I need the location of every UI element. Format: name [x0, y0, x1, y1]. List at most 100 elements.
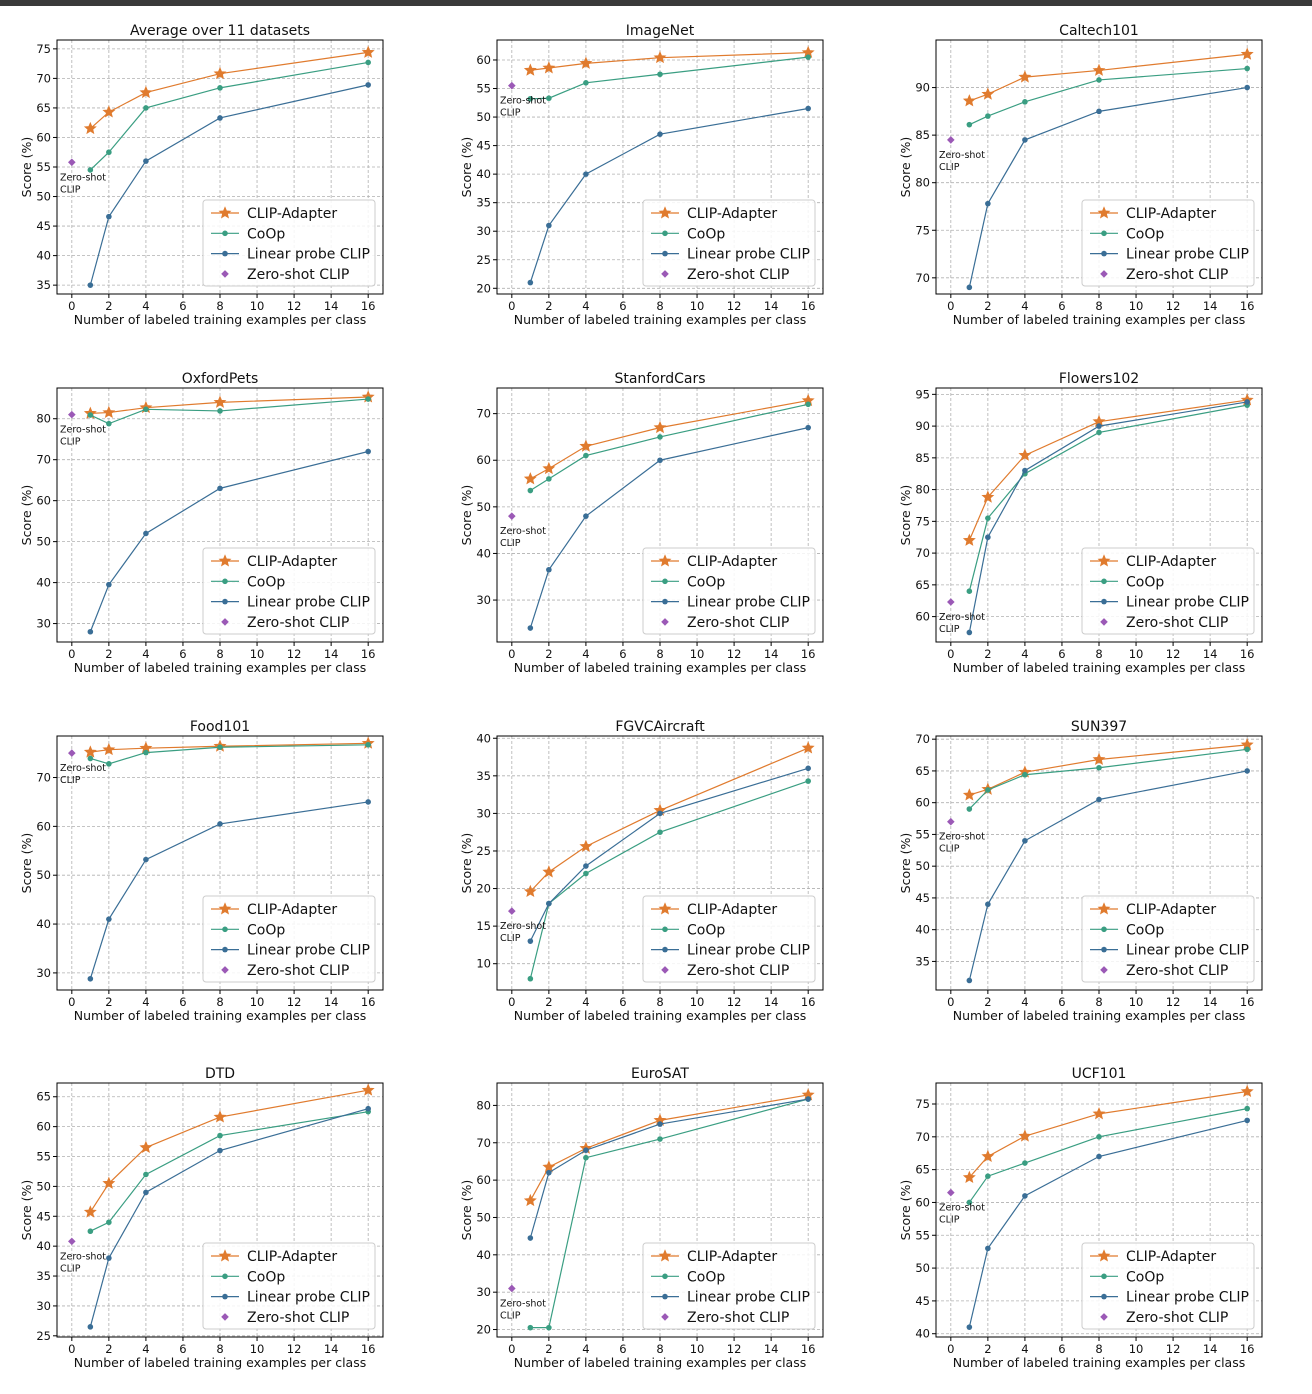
x-tick-label: 16 — [361, 995, 376, 1009]
legend-label: CoOp — [247, 1269, 285, 1285]
legend-marker — [1100, 1313, 1108, 1321]
chart-title: Caltech101 — [1059, 23, 1139, 39]
data-point — [985, 787, 991, 793]
data-point — [583, 863, 589, 869]
data-point — [527, 1235, 534, 1241]
data-point — [143, 105, 149, 111]
legend-label: Linear probe CLIP — [687, 943, 810, 959]
x-tick-label: 12 — [727, 995, 742, 1009]
x-tick-label: 12 — [287, 995, 302, 1009]
x-axis-label: Number of labeled training examples per … — [953, 312, 1246, 327]
y-tick-label: 35 — [476, 769, 491, 783]
y-tick-label: 60 — [36, 819, 51, 833]
data-point — [657, 434, 663, 440]
data-point — [805, 424, 811, 431]
x-axis-label: Number of labeled training examples per … — [514, 660, 807, 675]
data-point — [106, 149, 112, 156]
data-point — [527, 1324, 534, 1331]
y-tick-label: 40 — [36, 576, 51, 590]
x-tick-label: 4 — [142, 299, 149, 313]
y-tick-label: 55 — [476, 82, 491, 96]
legend-marker — [222, 250, 228, 257]
data-point — [805, 1096, 811, 1102]
data-point — [805, 401, 811, 408]
legend: CLIP-Adapter CoOp Linear probe CLIP Zero-sh… — [642, 547, 816, 635]
legend-marker — [662, 946, 668, 953]
x-tick-label: 0 — [947, 995, 954, 1009]
data-point — [143, 1189, 149, 1196]
data-point — [365, 396, 371, 402]
legend: CLIP-Adapter CoOp Linear probe CLIP Zero-sh… — [1081, 547, 1255, 635]
legend-marker — [662, 598, 668, 605]
legend-label: CLIP-Adapter — [687, 1249, 777, 1265]
legend-marker — [1101, 1273, 1107, 1280]
legend-box — [202, 199, 376, 287]
zero-shot-annotation: Zero-shot — [60, 1251, 106, 1262]
y-tick-label: 15 — [476, 919, 491, 933]
y-tick-label: 65 — [915, 1163, 930, 1177]
legend-box — [642, 199, 816, 287]
chart-title: EuroSAT — [631, 1066, 689, 1082]
data-point — [87, 167, 94, 173]
legend-marker — [218, 554, 232, 567]
data-point — [657, 829, 663, 835]
y-axis-label: Score (%) — [898, 485, 913, 546]
x-tick-label: 6 — [1058, 995, 1065, 1009]
data-point — [966, 806, 973, 812]
legend-marker — [222, 578, 228, 585]
data-point — [106, 581, 112, 588]
x-tick-label: 8 — [1095, 647, 1102, 661]
y-tick-label: 90 — [915, 81, 930, 95]
data-point — [361, 45, 375, 58]
zero-shot-annotation: Zero-shot — [60, 425, 106, 436]
legend-label: CLIP-Adapter — [247, 554, 337, 570]
y-tick-label: 70 — [915, 732, 930, 746]
chart-panel: 0 2 4 6 8 10 12 14 16 30 40 50 60 70 Food101 Number of … — [19, 719, 384, 1023]
legend-marker — [658, 554, 672, 567]
y-tick-label: 35 — [36, 1269, 51, 1283]
data-point — [523, 63, 537, 76]
legend-label: CLIP-Adapter — [687, 554, 777, 570]
legend-label: Zero-shot CLIP — [1126, 1310, 1228, 1326]
legend-marker — [221, 618, 229, 626]
x-axis-label: Number of labeled training examples per … — [514, 312, 807, 327]
y-tick-label: 40 — [476, 546, 491, 560]
y-tick-label: 60 — [36, 130, 51, 144]
legend: CLIP-Adapter CoOp Linear probe CLIP Zero-sh… — [202, 1242, 376, 1330]
x-tick-label: 0 — [68, 647, 75, 661]
y-tick-label: 70 — [36, 453, 51, 467]
data-point — [546, 566, 552, 573]
legend-label: CLIP-Adapter — [1126, 1249, 1216, 1265]
x-tick-label: 16 — [801, 647, 816, 661]
legend-box — [642, 1242, 816, 1330]
zero-shot-annotation: CLIP — [939, 1215, 960, 1226]
y-tick-label: 60 — [915, 610, 930, 624]
data-point — [962, 533, 976, 546]
legend-marker — [222, 598, 228, 605]
data-point — [579, 56, 593, 69]
legend-label: Zero-shot CLIP — [1126, 963, 1228, 979]
data-point — [657, 810, 663, 817]
x-tick-label: 14 — [764, 1342, 779, 1356]
legend-box — [1081, 895, 1255, 983]
zero-shot-annotation: CLIP — [60, 437, 81, 448]
x-tick-label: 16 — [801, 299, 816, 313]
x-tick-label: 2 — [545, 995, 552, 1009]
legend-label: CLIP-Adapter — [1126, 206, 1216, 222]
legend-box — [1081, 199, 1255, 287]
x-tick-label: 8 — [216, 299, 223, 313]
data-point — [985, 515, 991, 521]
x-tick-label: 10 — [1129, 647, 1144, 661]
data-point — [139, 1140, 153, 1154]
data-point — [1022, 99, 1028, 105]
legend-marker — [658, 206, 672, 219]
y-tick-label: 30 — [476, 224, 491, 238]
legend: CLIP-Adapter CoOp Linear probe CLIP Zero-sh… — [642, 1242, 816, 1330]
x-tick-label: 4 — [582, 647, 589, 661]
y-tick-label: 70 — [476, 1136, 491, 1150]
chart-panel: 0 2 4 6 8 10 12 14 16 35 40 45 50 55 60 65 70 SUN397 Numbe… — [898, 719, 1263, 1023]
data-point — [583, 870, 589, 877]
y-tick-label: 70 — [36, 771, 51, 785]
legend-label: Zero-shot CLIP — [687, 267, 789, 283]
x-tick-label: 0 — [68, 1342, 75, 1356]
